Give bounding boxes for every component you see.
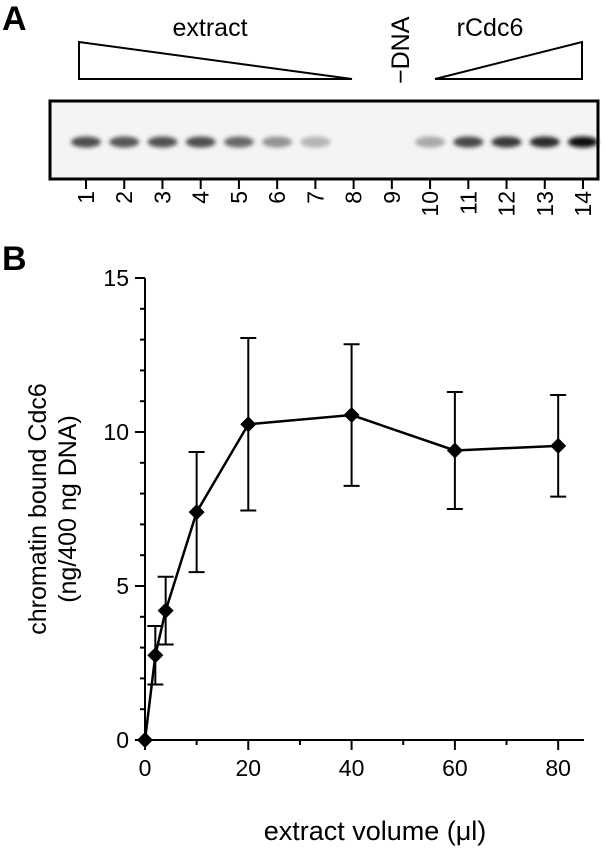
gel-band (147, 136, 178, 148)
data-point (343, 407, 360, 424)
gel-band (262, 136, 293, 148)
lane-label: 1 (73, 191, 99, 204)
lane-label: 6 (264, 191, 290, 204)
data-point (137, 732, 153, 748)
lane-label: 5 (226, 191, 252, 204)
lane-label: 12 (494, 191, 520, 217)
gel-band (71, 136, 101, 148)
y-tick-label: 5 (116, 573, 129, 599)
lane-label: 11 (455, 191, 481, 215)
x-tick-label: 40 (339, 755, 365, 781)
gel-band (223, 136, 254, 148)
data-point (446, 442, 463, 459)
data-point (188, 504, 205, 521)
series-line (143, 413, 559, 741)
data-point (240, 416, 257, 433)
lane-ticks (85, 179, 584, 189)
extract-label: extract (172, 14, 247, 42)
x-tick-label: 20 (235, 755, 261, 781)
y-tick-label: 10 (103, 419, 129, 445)
minus-dna-label: −DNA (387, 16, 415, 84)
extract-gradient-wedge (78, 40, 353, 80)
y-tick-label: 0 (116, 727, 129, 753)
lane-label: 3 (149, 191, 175, 204)
y-axis-label-line2: (ng/400 ng DNA) (54, 415, 82, 603)
plot-area: 0 5 10 15 0 20 40 60 80 (103, 265, 584, 781)
lane-label: 14 (570, 191, 596, 217)
data-point (147, 647, 164, 664)
x-axis-label: extract volume (μl) (264, 816, 487, 846)
gel-band (568, 136, 598, 148)
gel-band (453, 136, 484, 148)
x-tick-label: 60 (442, 755, 468, 781)
lane-label: 8 (341, 191, 367, 204)
gel-band (415, 136, 446, 148)
panel-a-label: A (2, 0, 27, 38)
lane-label: 9 (379, 191, 405, 204)
gel-frame (48, 99, 600, 181)
y-tick-label: 15 (103, 265, 129, 291)
lane-label: 4 (188, 191, 214, 204)
y-axis-label-line1: chromatin bound Cdc6 (24, 383, 52, 635)
gel-band (109, 136, 140, 148)
gel-bands (71, 136, 598, 148)
gel-band (491, 136, 522, 148)
lane-label: 2 (111, 191, 137, 204)
lane-label: 7 (302, 191, 328, 204)
gel-band (300, 136, 331, 148)
rcdc6-label: rCdc6 (457, 14, 524, 42)
x-tick-label: 0 (139, 755, 152, 781)
gel-band (529, 136, 560, 148)
lane-labels: 1 2 3 4 5 6 7 8 9 10 11 12 13 14 (73, 191, 596, 217)
rcdc6-gradient-wedge (434, 40, 583, 80)
data-point (550, 437, 567, 454)
data-point (157, 602, 174, 619)
lane-label: 13 (532, 191, 558, 217)
lane-label: 10 (417, 191, 443, 217)
x-tick-label: 80 (545, 755, 571, 781)
gel-band (185, 136, 216, 148)
panel-b-label: B (2, 240, 27, 278)
